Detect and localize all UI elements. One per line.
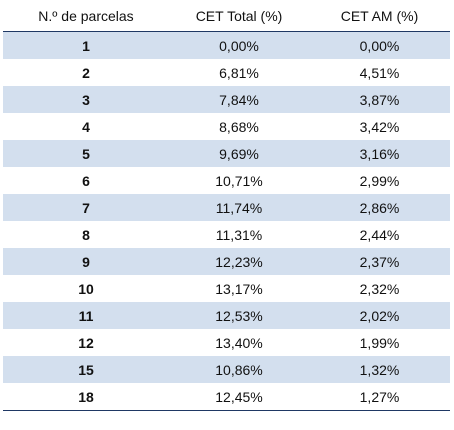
cell-cet-am: 1,27% xyxy=(309,383,450,411)
installments-table-container: N.º de parcelas CET Total (%) CET AM (%)… xyxy=(3,0,450,411)
cell-cet-total: 8,68% xyxy=(169,113,309,140)
cell-installments: 1 xyxy=(3,31,169,59)
cell-cet-am: 2,44% xyxy=(309,221,450,248)
cell-cet-am: 3,42% xyxy=(309,113,450,140)
table-header-row: N.º de parcelas CET Total (%) CET AM (%) xyxy=(3,0,450,32)
cell-installments: 12 xyxy=(3,329,169,356)
cell-cet-total: 12,45% xyxy=(169,383,309,411)
table-row: 5 9,69% 3,16% xyxy=(3,140,450,167)
cell-cet-am: 0,00% xyxy=(309,31,450,59)
cell-installments: 8 xyxy=(3,221,169,248)
cell-cet-total: 11,31% xyxy=(169,221,309,248)
cell-cet-total: 9,69% xyxy=(169,140,309,167)
header-installments: N.º de parcelas xyxy=(3,0,169,32)
cell-installments: 6 xyxy=(3,167,169,194)
cell-installments: 4 xyxy=(3,113,169,140)
cell-cet-am: 3,87% xyxy=(309,86,450,113)
cell-cet-am: 1,99% xyxy=(309,329,450,356)
cell-cet-total: 12,23% xyxy=(169,248,309,275)
cell-cet-total: 11,74% xyxy=(169,194,309,221)
cell-cet-am: 2,32% xyxy=(309,275,450,302)
table-row: 7 11,74% 2,86% xyxy=(3,194,450,221)
table-body: 1 0,00% 0,00% 2 6,81% 4,51% 3 7,84% 3,87% 4 8,68% 3… xyxy=(3,31,450,411)
cell-cet-am: 2,37% xyxy=(309,248,450,275)
table-row: 2 6,81% 4,51% xyxy=(3,59,450,86)
cell-installments: 11 xyxy=(3,302,169,329)
cell-cet-am: 2,86% xyxy=(309,194,450,221)
table-row: 15 10,86% 1,32% xyxy=(3,356,450,383)
cell-cet-total: 7,84% xyxy=(169,86,309,113)
cell-installments: 2 xyxy=(3,59,169,86)
cell-cet-am: 3,16% xyxy=(309,140,450,167)
table-row: 10 13,17% 2,32% xyxy=(3,275,450,302)
header-cet-total: CET Total (%) xyxy=(169,0,309,32)
cell-cet-total: 13,40% xyxy=(169,329,309,356)
cell-cet-total: 13,17% xyxy=(169,275,309,302)
header-cet-am: CET AM (%) xyxy=(309,0,450,32)
cell-installments: 7 xyxy=(3,194,169,221)
cell-installments: 18 xyxy=(3,383,169,411)
cell-installments: 9 xyxy=(3,248,169,275)
cell-cet-total: 6,81% xyxy=(169,59,309,86)
table-row: 8 11,31% 2,44% xyxy=(3,221,450,248)
table-row: 4 8,68% 3,42% xyxy=(3,113,450,140)
table-row: 1 0,00% 0,00% xyxy=(3,31,450,59)
cell-cet-total: 10,86% xyxy=(169,356,309,383)
cell-installments: 3 xyxy=(3,86,169,113)
installments-table: N.º de parcelas CET Total (%) CET AM (%)… xyxy=(3,0,450,411)
cell-installments: 10 xyxy=(3,275,169,302)
table-row: 18 12,45% 1,27% xyxy=(3,383,450,411)
table-row: 11 12,53% 2,02% xyxy=(3,302,450,329)
cell-cet-total: 10,71% xyxy=(169,167,309,194)
cell-installments: 5 xyxy=(3,140,169,167)
cell-cet-am: 1,32% xyxy=(309,356,450,383)
table-row: 3 7,84% 3,87% xyxy=(3,86,450,113)
table-row: 6 10,71% 2,99% xyxy=(3,167,450,194)
table-row: 12 13,40% 1,99% xyxy=(3,329,450,356)
table-row: 9 12,23% 2,37% xyxy=(3,248,450,275)
cell-cet-am: 2,02% xyxy=(309,302,450,329)
cell-cet-total: 12,53% xyxy=(169,302,309,329)
cell-cet-am: 2,99% xyxy=(309,167,450,194)
cell-cet-am: 4,51% xyxy=(309,59,450,86)
cell-installments: 15 xyxy=(3,356,169,383)
cell-cet-total: 0,00% xyxy=(169,31,309,59)
